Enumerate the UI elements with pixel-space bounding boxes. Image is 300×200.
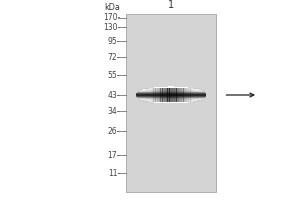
Text: 170-: 170- bbox=[103, 14, 120, 22]
Bar bbox=[166, 88, 168, 102]
Bar bbox=[136, 94, 206, 95]
Text: 17-: 17- bbox=[108, 150, 120, 160]
Bar bbox=[162, 88, 164, 102]
Bar bbox=[143, 89, 199, 90]
Bar bbox=[197, 88, 200, 102]
Text: 43-: 43- bbox=[107, 90, 120, 99]
Text: 1: 1 bbox=[168, 0, 174, 10]
Bar bbox=[190, 88, 192, 102]
Bar bbox=[147, 88, 195, 89]
Bar bbox=[145, 100, 197, 101]
Bar bbox=[140, 88, 142, 102]
Text: 95-: 95- bbox=[107, 36, 120, 46]
Bar bbox=[143, 88, 145, 102]
Bar bbox=[138, 91, 204, 92]
Bar bbox=[187, 88, 189, 102]
Bar bbox=[199, 88, 201, 102]
Bar bbox=[137, 92, 205, 93]
Bar bbox=[178, 88, 180, 102]
Bar bbox=[136, 88, 138, 102]
Bar bbox=[160, 88, 163, 102]
Bar bbox=[145, 89, 197, 90]
Bar bbox=[138, 97, 204, 98]
Bar bbox=[137, 96, 205, 97]
Bar bbox=[158, 102, 184, 103]
Bar bbox=[126, 14, 216, 192]
Bar bbox=[201, 88, 203, 102]
Bar bbox=[136, 96, 206, 97]
Bar bbox=[141, 88, 143, 102]
Text: 34-: 34- bbox=[107, 106, 120, 116]
Bar bbox=[139, 98, 203, 99]
Text: 130-: 130- bbox=[103, 22, 120, 31]
Bar bbox=[138, 88, 140, 102]
Bar bbox=[137, 97, 205, 98]
Bar bbox=[139, 91, 203, 92]
Bar bbox=[168, 86, 174, 87]
Bar bbox=[171, 88, 173, 102]
Bar bbox=[154, 102, 188, 103]
Bar bbox=[148, 88, 150, 102]
Bar bbox=[194, 88, 196, 102]
Bar bbox=[136, 95, 206, 96]
Bar bbox=[185, 88, 187, 102]
Bar bbox=[188, 88, 190, 102]
Bar bbox=[148, 101, 194, 102]
Text: 55-: 55- bbox=[107, 71, 120, 79]
Text: 11-: 11- bbox=[108, 168, 120, 178]
Bar bbox=[150, 88, 152, 102]
Bar bbox=[175, 88, 177, 102]
Text: 72-: 72- bbox=[108, 52, 120, 62]
Bar bbox=[182, 88, 184, 102]
Bar bbox=[153, 88, 155, 102]
Bar bbox=[176, 88, 178, 102]
Bar bbox=[159, 88, 161, 102]
Text: 26-: 26- bbox=[108, 127, 120, 136]
Bar bbox=[164, 88, 166, 102]
Bar bbox=[202, 88, 205, 102]
Bar bbox=[136, 93, 206, 94]
Bar bbox=[154, 87, 188, 88]
Bar bbox=[152, 88, 154, 102]
Bar bbox=[141, 99, 201, 100]
Bar bbox=[136, 94, 206, 95]
Bar bbox=[157, 88, 159, 102]
Bar bbox=[183, 88, 185, 102]
Bar bbox=[141, 90, 201, 91]
Bar bbox=[167, 88, 169, 102]
Bar bbox=[192, 88, 194, 102]
Bar bbox=[146, 88, 148, 102]
Bar bbox=[196, 88, 198, 102]
Bar bbox=[169, 88, 171, 102]
Bar bbox=[204, 88, 206, 102]
Bar bbox=[142, 99, 200, 100]
Bar bbox=[173, 88, 175, 102]
Bar bbox=[155, 88, 157, 102]
Bar bbox=[148, 88, 194, 89]
Bar bbox=[145, 88, 147, 102]
Bar bbox=[180, 88, 182, 102]
Text: kDa: kDa bbox=[104, 3, 120, 12]
